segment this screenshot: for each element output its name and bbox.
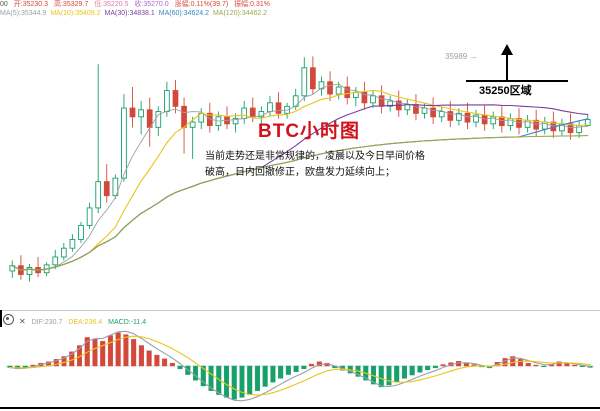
macd-histogram-chart [6, 330, 594, 402]
macd-chart-pane[interactable] [0, 327, 600, 407]
high-price-marker: 35989 → [445, 52, 478, 61]
ma-legend-label: MA(5): [0, 10, 21, 17]
ma-legend-label: MA(60): [158, 10, 184, 17]
macd-dea: DEA:236.4 [68, 316, 102, 329]
candlestick-chart [9, 56, 591, 282]
support-zone-label: 35250区域 [479, 85, 532, 97]
quote-low: 低:35220.5 [94, 0, 128, 9]
ma-legend-label: MA(30): [104, 10, 130, 17]
ma-legend-value: 35344.9 [21, 10, 47, 17]
macd-dea-label: DEA: [68, 319, 85, 326]
ma-legend-item: MA(120):34462.2 [213, 9, 267, 19]
macd-dea-value: 236.4 [84, 319, 103, 326]
quote-change-label: 涨幅: [174, 1, 191, 8]
close-icon[interactable]: ✕ [18, 317, 26, 326]
quote-open: 开:35230.3 [14, 0, 48, 9]
quote-high-label: 高: [53, 1, 63, 8]
quote-amplitude-label: 振幅: [234, 1, 251, 8]
bottom-border-rule [0, 407, 600, 409]
ma-legend-value: 34838.1 [129, 10, 155, 17]
annotation-line-2: 破高，日内回撤修正，欧盘发力延续向上； [205, 167, 395, 178]
macd-label: MACD: [108, 319, 131, 326]
quote-low-value: 35220.5 [103, 1, 129, 8]
settings-icon[interactable] [3, 314, 14, 325]
macd-header-bar: ✕ DIF:230.7 DEA:236.4 MACD:-11.4 [0, 314, 600, 327]
price-chart-pane[interactable] [0, 20, 600, 310]
ma-legend-label: MA(120): [212, 10, 242, 17]
ma-legend-value: 35409.2 [75, 10, 101, 17]
macd-dif: DIF:230.7 [32, 316, 63, 329]
quote-open-value: 35230.3 [22, 1, 49, 8]
quote-close-label: 收: [134, 1, 144, 8]
ma-legend-item: MA(5):35344.9 [0, 9, 46, 19]
ma-legend-item: MA(30):34838.1 [105, 9, 155, 19]
moving-average-legend: MA(5):35344.9 MA(10):35409.2 MA(30):34838.… [0, 9, 600, 19]
ma-legend-item: MA(10):35409.2 [50, 9, 100, 19]
symbol-partial: 00 [0, 1, 8, 8]
quote-close: 收:35270.0 [134, 0, 168, 9]
quote-open-label: 开: [13, 1, 23, 8]
quote-header-bar: 00 开:35230.3 高:35329.7 低:35220.5 收:35270… [0, 0, 600, 9]
macd-histogram-value: -11.4 [130, 319, 147, 326]
quote-low-label: 低: [94, 1, 104, 8]
quote-amplitude: 振幅:0.31% [234, 0, 270, 9]
ma10-line [11, 89, 589, 271]
quote-high: 高:35329.7 [54, 0, 88, 9]
macd-value: MACD:-11.4 [108, 316, 146, 329]
quote-change: 涨幅:0.11%(39.7) [175, 0, 229, 9]
dea-line [9, 335, 591, 396]
ma5-line [11, 83, 589, 271]
macd-dif-label: DIF: [31, 319, 45, 326]
macd-dif-value: 230.7 [44, 319, 63, 326]
ma120-line [11, 135, 589, 271]
quote-change-value: 0.11%(39.7) [190, 1, 229, 8]
annotation-title: BTC小时图 [258, 121, 361, 142]
annotation-commentary: 当前走势还是非常规律的，凌晨以及今日早间价格 破高，日内回撤修正，欧盘发力延续向… [205, 149, 465, 181]
pane-divider [0, 310, 600, 311]
zone-underline [466, 80, 568, 82]
annotation-line-1: 当前走势还是非常规律的，凌晨以及今日早间价格 [205, 151, 425, 162]
up-arrow-icon [501, 44, 513, 82]
quote-high-value: 35329.7 [62, 1, 89, 8]
ma-legend-item: MA(60):34624.2 [159, 9, 209, 19]
ma-legend-value: 34624.2 [183, 10, 209, 17]
quote-close-value: 35270.0 [143, 1, 169, 8]
quote-amplitude-value: 0.31% [250, 1, 270, 8]
ma-legend-value: 34462.2 [241, 10, 268, 17]
ma-legend-label: MA(10): [50, 10, 76, 17]
